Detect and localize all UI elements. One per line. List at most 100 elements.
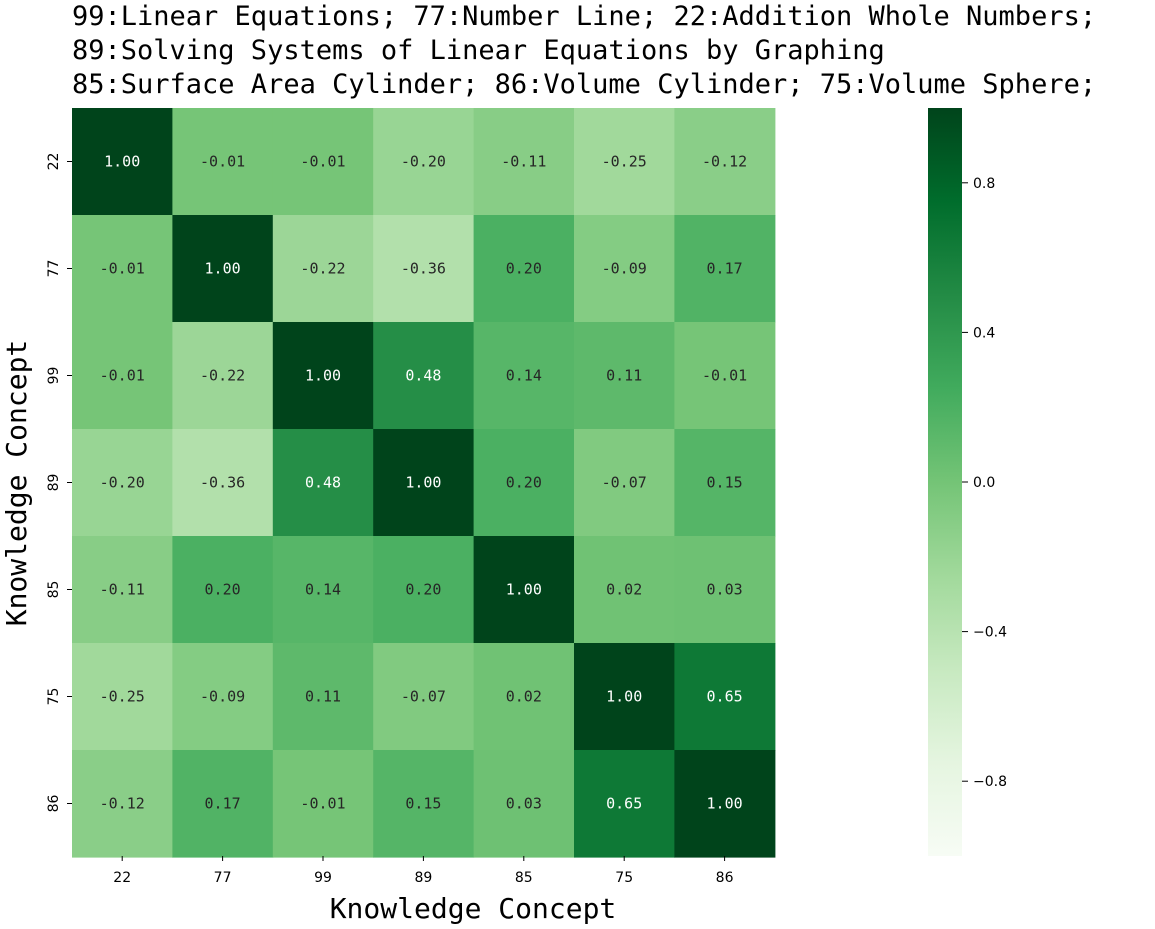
cell-value-label: 0.20 bbox=[405, 581, 441, 599]
cell-value-label: 0.17 bbox=[205, 795, 241, 813]
heatmap-cell bbox=[172, 643, 274, 751]
cell-value-label: -0.09 bbox=[200, 688, 245, 706]
heatmap-cell bbox=[473, 215, 575, 323]
title-line-3: 85:Surface Area Cylinder; 86:Volume Cyli… bbox=[72, 69, 1096, 100]
x-tick-label: 77 bbox=[214, 870, 232, 886]
title-line-1: 99:Linear Equations; 77:Number Line; 22:… bbox=[72, 1, 1096, 32]
heatmap-cell bbox=[373, 429, 475, 537]
heatmap-cell bbox=[272, 643, 374, 751]
cell-value-label: 0.65 bbox=[606, 795, 642, 813]
cell-value-label: 0.20 bbox=[506, 260, 542, 278]
heatmap-cell bbox=[574, 429, 675, 537]
x-tick-label: 86 bbox=[716, 870, 734, 886]
title-line-2: 89:Solving Systems of Linear Equations b… bbox=[72, 35, 885, 66]
heatmap-cell bbox=[272, 750, 374, 858]
cell-value-label: 0.48 bbox=[305, 474, 341, 492]
heatmap-cell bbox=[72, 643, 173, 751]
heatmap-cell bbox=[72, 429, 173, 537]
heatmap-cell bbox=[574, 322, 675, 430]
cell-value-label: 0.03 bbox=[506, 795, 542, 813]
x-tick-label: 85 bbox=[515, 870, 533, 886]
colorbar-tick-label: 0.4 bbox=[973, 325, 995, 341]
heatmap-cell bbox=[272, 322, 374, 430]
cell-value-label: -0.07 bbox=[602, 474, 647, 492]
heatmap-cell bbox=[473, 322, 575, 430]
cell-value-label: -0.36 bbox=[200, 474, 245, 492]
y-tick-label: 22 bbox=[46, 153, 62, 171]
colorbar-tick-label: 0.0 bbox=[973, 475, 995, 491]
heatmap-cell bbox=[674, 215, 776, 323]
cell-value-label: -0.36 bbox=[401, 260, 446, 278]
heatmap-cell bbox=[674, 750, 776, 858]
y-tick-label: 75 bbox=[46, 688, 62, 706]
cell-value-label: 1.00 bbox=[205, 260, 241, 278]
heatmap-cell bbox=[574, 536, 675, 644]
heatmap-cell bbox=[373, 108, 475, 216]
heatmap-cell bbox=[272, 108, 374, 216]
cell-value-label: 0.65 bbox=[707, 688, 743, 706]
chart-title: 99:Linear Equations; 77:Number Line; 22:… bbox=[72, 1, 1096, 100]
cell-value-label: 0.15 bbox=[707, 474, 743, 492]
x-tick-label: 99 bbox=[314, 870, 332, 886]
heatmap-cell bbox=[172, 215, 274, 323]
heatmap-cell-labels: 1.00 -0.01 -0.01 -0.20 -0.11 -0.25 -0.12 -0.01 1… bbox=[100, 153, 748, 813]
heatmap-cell bbox=[473, 536, 575, 644]
x-axis-ticks: 22 77 99 89 85 75 86 bbox=[113, 856, 734, 886]
cell-value-label: -0.01 bbox=[100, 367, 145, 385]
cell-value-label: -0.07 bbox=[401, 688, 446, 706]
heatmap-cell bbox=[72, 108, 173, 216]
y-tick-label: 85 bbox=[46, 581, 62, 599]
colorbar-tick-label: 0.8 bbox=[973, 176, 995, 192]
heatmap-cell bbox=[674, 322, 776, 430]
cell-value-label: -0.12 bbox=[702, 153, 747, 171]
cell-value-label: -0.01 bbox=[300, 795, 345, 813]
cell-value-label: -0.25 bbox=[602, 153, 647, 171]
cell-value-label: 1.00 bbox=[405, 474, 441, 492]
heatmap-cell bbox=[272, 429, 374, 537]
heatmap-cell bbox=[473, 643, 575, 751]
heatmap-cell bbox=[172, 429, 274, 537]
cell-value-label: 0.14 bbox=[506, 367, 542, 385]
cell-value-label: 1.00 bbox=[606, 688, 642, 706]
cell-value-label: -0.01 bbox=[300, 153, 345, 171]
y-axis-ticks: 22 77 99 89 85 75 86 bbox=[46, 153, 72, 812]
cell-value-label: 1.00 bbox=[104, 153, 140, 171]
x-tick-label: 22 bbox=[113, 870, 131, 886]
heatmap-cell bbox=[373, 750, 475, 858]
cell-value-label: 0.11 bbox=[305, 688, 341, 706]
heatmap-cell bbox=[373, 322, 475, 430]
heatmap-cell bbox=[574, 643, 675, 751]
cell-value-label: -0.11 bbox=[100, 581, 145, 599]
heatmap-cell bbox=[373, 536, 475, 644]
heatmap-cells bbox=[72, 108, 776, 858]
heatmap-cell bbox=[674, 108, 776, 216]
cell-value-label: 1.00 bbox=[707, 795, 743, 813]
colorbar-tick-label: −0.4 bbox=[973, 625, 1007, 641]
x-tick-label: 75 bbox=[615, 870, 633, 886]
heatmap-cell bbox=[72, 536, 173, 644]
cell-value-label: -0.09 bbox=[602, 260, 647, 278]
heatmap-cell bbox=[172, 322, 274, 430]
heatmap-cell bbox=[72, 750, 173, 858]
cell-value-label: 0.48 bbox=[405, 367, 441, 385]
heatmap-cell bbox=[72, 322, 173, 430]
x-tick-label: 89 bbox=[414, 870, 432, 886]
cell-value-label: -0.20 bbox=[100, 474, 145, 492]
cell-value-label: -0.01 bbox=[100, 260, 145, 278]
cell-value-label: 0.15 bbox=[405, 795, 441, 813]
heatmap-cell bbox=[72, 215, 173, 323]
x-axis-label: Knowledge Concept bbox=[330, 892, 617, 925]
cell-value-label: 0.17 bbox=[707, 260, 743, 278]
cell-value-label: -0.25 bbox=[100, 688, 145, 706]
heatmap-cell bbox=[172, 108, 274, 216]
cell-value-label: -0.22 bbox=[300, 260, 345, 278]
cell-value-label: 0.02 bbox=[506, 688, 542, 706]
heatmap-cell bbox=[272, 536, 374, 644]
heatmap-cell bbox=[574, 215, 675, 323]
cell-value-label: -0.01 bbox=[200, 153, 245, 171]
y-tick-label: 89 bbox=[46, 474, 62, 492]
colorbar bbox=[928, 108, 962, 856]
heatmap-cell bbox=[674, 643, 776, 751]
cell-value-label: -0.01 bbox=[702, 367, 747, 385]
